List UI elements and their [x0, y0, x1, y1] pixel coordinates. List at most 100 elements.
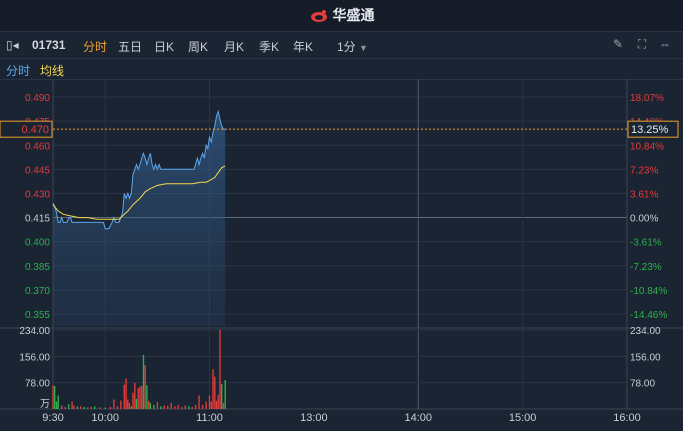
time-tick-label: 11:00: [196, 412, 223, 424]
tab-quarterly-k[interactable]: 季K: [259, 40, 280, 54]
pencil-icon[interactable]: ✎: [612, 37, 624, 51]
volume-bar: [205, 401, 207, 409]
indicator-bar: 分时 均线: [0, 59, 683, 80]
volume-bar: [219, 329, 221, 409]
volume-bar: [80, 406, 82, 409]
volume-bar: [177, 404, 179, 409]
price-area-fill: [53, 111, 226, 326]
chevron-down-icon: ▼: [359, 43, 368, 53]
volume-bar: [113, 399, 115, 409]
price-line: [52, 109, 226, 230]
volume-bar: [120, 400, 122, 409]
volume-bar: [139, 386, 141, 409]
volume-bar: [146, 385, 148, 409]
price-tick-label: 0.415: [25, 214, 50, 225]
volume-bar: [83, 407, 85, 409]
price-tick-label: 0.430: [25, 189, 50, 200]
current-pct-box: [627, 120, 679, 138]
interval-value: 1分: [337, 40, 356, 54]
tab-five-day[interactable]: 五日: [118, 40, 143, 54]
axis-labels: 0.49018.07%0.47514.46%0.46010.84%0.4457.…: [0, 93, 679, 424]
price-area: [53, 111, 226, 326]
volume-bar: [148, 400, 150, 409]
volume-bar: [212, 369, 214, 409]
volume-bar: [125, 378, 127, 409]
price-tick-label: 0.385: [25, 262, 50, 273]
volume-bar: [170, 402, 172, 409]
tab-intraday[interactable]: 分时: [83, 40, 108, 54]
interval-select[interactable]: 1分 ▼: [337, 38, 368, 55]
volume-bar: [87, 407, 89, 409]
volume-bar: [215, 400, 218, 409]
volume-bar: [174, 406, 176, 409]
collapse-panel-icon[interactable]: ▯◂: [6, 38, 19, 52]
price-tick-label: 0.400: [25, 238, 50, 249]
volume-bar: [222, 402, 225, 409]
volume-bar: [116, 406, 119, 409]
volume-bar: [130, 406, 132, 409]
volume-bar: [142, 355, 145, 409]
price-tick-label: 0.460: [25, 141, 50, 152]
pct-tick-label: 7.23%: [630, 165, 658, 176]
brand-name: 华盛通: [332, 7, 375, 23]
volume-bar: [191, 407, 193, 409]
average-line: [52, 165, 226, 220]
volume-tick-label-right: 234.00: [630, 326, 661, 337]
fullscreen-icon[interactable]: ⛶: [637, 37, 647, 51]
volume-bar: [94, 406, 96, 409]
price-tick-label: 0.490: [25, 93, 50, 104]
volume-tick-label-right: 156.00: [630, 352, 661, 363]
current-pct-label: 13.25%: [631, 124, 669, 136]
volume-bar: [64, 407, 66, 409]
tab-yearly-k[interactable]: 年K: [293, 40, 314, 54]
volume-bar: [99, 407, 101, 409]
pct-tick-label: -14.46%: [630, 310, 667, 321]
volume-bar: [167, 405, 169, 409]
volume-bar: [55, 401, 58, 409]
volume-bar: [137, 388, 139, 409]
volume-bar: [217, 394, 219, 409]
price-tick-label: 0.355: [25, 310, 50, 321]
current-price-box: [0, 120, 53, 138]
brand-icon: [310, 10, 327, 23]
volume-bar: [104, 407, 106, 409]
chart-grid: [0, 79, 683, 410]
volume-tick-label-right: 78.00: [630, 379, 655, 390]
pct-tick-label: 3.61%: [630, 189, 658, 200]
intraday-chart[interactable]: 0.49018.07%0.47514.46%0.46010.84%0.4457.…: [0, 79, 683, 431]
volume-bar: [201, 404, 204, 409]
tab-daily-k[interactable]: 日K: [154, 40, 175, 54]
volume-bar: [134, 382, 136, 409]
time-tick-label: 13:00: [300, 412, 328, 424]
legend-average[interactable]: 均线: [40, 64, 65, 78]
tab-monthly-k[interactable]: 月K: [224, 40, 245, 54]
brand-logo: 华盛通: [0, 0, 683, 31]
volume-bar: [153, 404, 155, 409]
expand-icon[interactable]: ⇔: [659, 37, 671, 51]
time-tick-label: 9:30: [42, 412, 63, 424]
volume-bar: [214, 376, 216, 409]
time-tick-label: 14:00: [405, 412, 433, 424]
volume-bar: [123, 384, 125, 409]
volume-bar: [198, 395, 200, 409]
volume-bar: [132, 392, 134, 409]
pct-tick-label: 0.00%: [630, 214, 658, 225]
price-tick-label: 0.445: [25, 165, 50, 176]
stock-code: 01731: [32, 38, 66, 52]
volume-bar: [141, 386, 143, 409]
pct-tick-label: -7.23%: [630, 262, 662, 273]
volume-bar: [128, 402, 131, 409]
volume-bar: [224, 380, 226, 409]
volume-bar: [68, 404, 70, 409]
volume-bar: [52, 385, 54, 409]
volume-bar: [73, 405, 75, 409]
volume-bar: [188, 406, 190, 409]
volume-bar: [144, 365, 146, 409]
app-header: 华盛通: [0, 0, 683, 32]
volume-bar: [61, 405, 63, 409]
volume-bar: [90, 407, 92, 409]
legend-intraday[interactable]: 分时: [6, 64, 31, 78]
volume-bar: [163, 405, 165, 409]
tab-weekly-k[interactable]: 周K: [188, 40, 209, 54]
pct-tick-label: 10.84%: [630, 141, 664, 152]
